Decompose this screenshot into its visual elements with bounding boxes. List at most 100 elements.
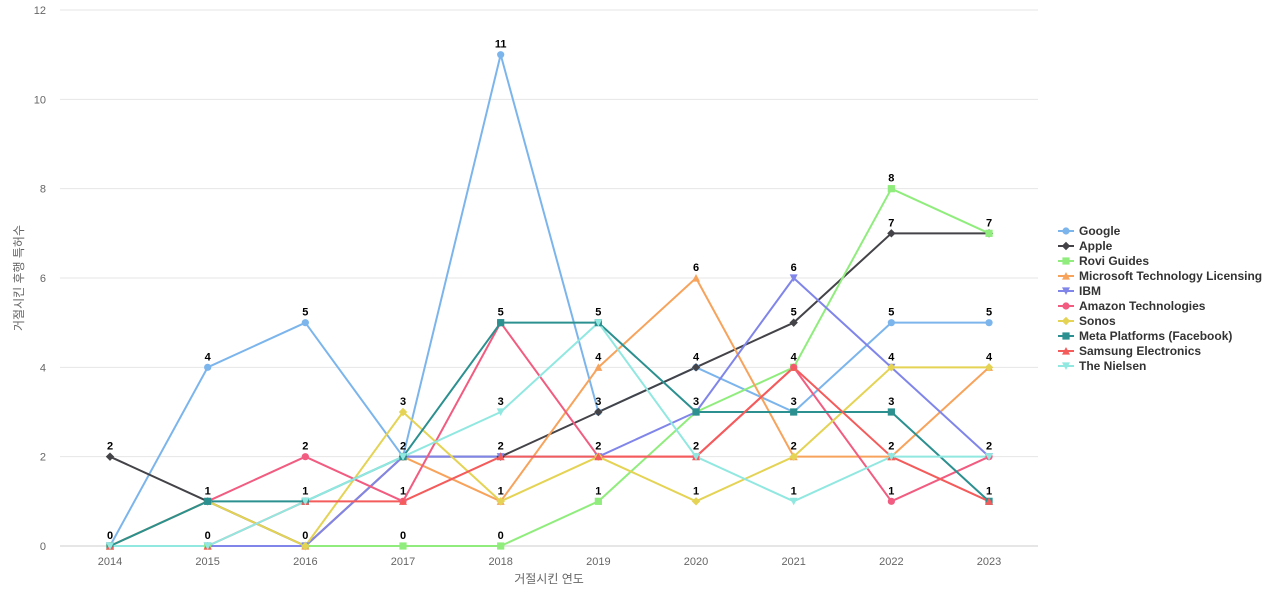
data-point — [887, 408, 895, 416]
legend-marker — [1062, 332, 1070, 340]
x-tick-label: 2022 — [879, 556, 903, 568]
data-label: 1 — [400, 485, 406, 497]
legend-label: Amazon Technologies — [1079, 299, 1206, 313]
data-label: 4 — [595, 351, 602, 363]
data-label: 3 — [791, 396, 797, 408]
legend-marker — [1062, 347, 1070, 355]
x-tick-label: 2014 — [98, 556, 122, 568]
data-label: 2 — [400, 441, 406, 453]
data-point — [106, 542, 114, 550]
legend-item: Apple — [1058, 239, 1113, 253]
data-label: 2 — [107, 441, 113, 453]
series-line — [110, 321, 990, 547]
data-label: 1 — [693, 485, 699, 497]
x-tick-label: 2019 — [586, 556, 610, 568]
series-line — [109, 53, 990, 547]
data-label: 2 — [693, 441, 699, 453]
data-label: 4 — [205, 351, 212, 363]
data-point — [691, 497, 701, 506]
legend-marker — [1062, 287, 1070, 295]
data-point — [887, 497, 895, 505]
data-label: 5 — [498, 307, 504, 319]
data-label: 1 — [595, 485, 601, 497]
data-label: 3 — [498, 396, 504, 408]
data-label: 6 — [693, 262, 699, 274]
data-label: 1 — [986, 485, 992, 497]
data-label: 1 — [888, 485, 894, 497]
data-label: 2 — [791, 441, 797, 453]
legend-label: Meta Platforms (Facebook) — [1079, 329, 1232, 343]
data-label: 2 — [986, 441, 992, 453]
data-label: 2 — [498, 441, 504, 453]
data-point — [594, 407, 603, 417]
data-point — [692, 453, 701, 461]
legend-item: The Nielsen — [1058, 359, 1146, 373]
legend-item: Samsung Electronics — [1058, 344, 1201, 358]
data-point — [594, 497, 602, 505]
x-axis-ticks: 2014 2015 2016 2017 2018 2019 2020 2021 2022 2023 — [98, 556, 1002, 568]
data-point — [887, 319, 895, 327]
data-label: 1 — [498, 485, 504, 497]
data-point — [789, 497, 798, 506]
data-point — [399, 453, 408, 461]
data-point — [301, 319, 309, 327]
y-tick-label: 6 — [40, 273, 46, 285]
data-point — [789, 274, 798, 282]
data-label: 5 — [302, 307, 308, 319]
data-point — [985, 229, 993, 237]
data-label: 6 — [791, 262, 797, 274]
y-axis-title: 거절시킨 후행 특허수 — [11, 225, 26, 331]
data-label: 3 — [400, 396, 406, 408]
data-point — [789, 363, 798, 371]
x-tick-label: 2023 — [977, 556, 1001, 568]
y-axis-ticks: 0 2 4 6 8 10 12 — [34, 5, 46, 553]
data-label: 1 — [205, 485, 211, 497]
legend-item: Meta Platforms (Facebook) — [1058, 329, 1232, 343]
data-point — [789, 318, 798, 327]
data-labels: 2041052103210115321054321643216543218754… — [107, 39, 993, 542]
data-point — [496, 497, 505, 506]
legend-item: Google — [1058, 224, 1121, 238]
data-point — [985, 453, 994, 461]
data-label: 3 — [888, 396, 894, 408]
legend-label: Google — [1079, 224, 1121, 238]
legend-marker — [1062, 272, 1070, 280]
x-tick-label: 2020 — [684, 556, 708, 568]
data-label: 5 — [888, 307, 894, 319]
data-label: 2 — [888, 441, 894, 453]
y-tick-label: 0 — [40, 541, 46, 553]
y-tick-label: 4 — [40, 362, 46, 374]
data-point — [204, 497, 212, 505]
data-label: 4 — [693, 351, 700, 363]
data-label: 1 — [791, 485, 797, 497]
legend-marker — [1062, 227, 1070, 235]
data-point — [887, 185, 895, 193]
series-markers — [105, 51, 994, 551]
data-point — [985, 319, 993, 327]
series-line — [109, 321, 990, 547]
data-label: 4 — [986, 351, 993, 363]
legend-marker — [1061, 316, 1071, 326]
data-label: 4 — [888, 351, 895, 363]
data-label: 0 — [107, 530, 113, 542]
x-tick-label: 2021 — [781, 556, 805, 568]
data-point — [105, 452, 115, 461]
legend-marker — [1062, 362, 1070, 370]
legend-marker — [1061, 241, 1071, 251]
data-point — [203, 542, 212, 550]
data-point — [496, 408, 505, 416]
data-label: 0 — [205, 530, 211, 542]
data-point — [789, 452, 798, 461]
data-point — [594, 319, 603, 327]
x-tick-label: 2018 — [488, 556, 512, 568]
data-point — [497, 51, 505, 59]
y-tick-label: 10 — [34, 94, 46, 106]
data-label: 2 — [302, 441, 308, 453]
data-point — [399, 542, 407, 550]
legend-item: IBM — [1058, 284, 1101, 298]
data-label: 5 — [791, 307, 797, 319]
x-tick-label: 2016 — [293, 556, 317, 568]
legend-item: Microsoft Technology Licensing — [1058, 269, 1262, 283]
y-tick-label: 2 — [40, 452, 46, 464]
